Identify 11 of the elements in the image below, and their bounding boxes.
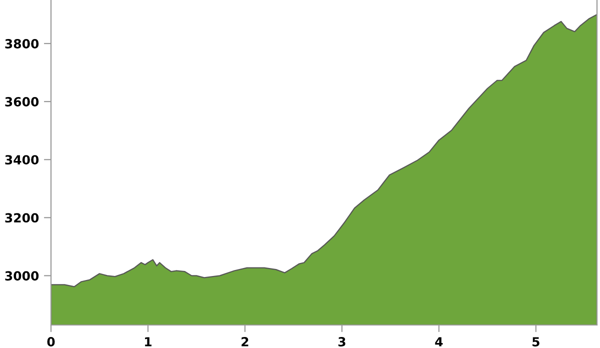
y-tick-label: 3000	[5, 271, 39, 281]
x-tick-label: 3	[338, 337, 346, 346]
x-tick-label: 5	[532, 337, 540, 346]
y-tick-label: 3600	[5, 97, 39, 106]
y-tick-label: 3200	[5, 213, 39, 223]
y-tick-label: 3800	[5, 39, 39, 48]
x-tick-label: 1	[145, 337, 152, 346]
x-tick-label: 2	[242, 337, 248, 346]
x-tick-label: 0	[47, 337, 55, 346]
y-tick-label: 3400	[5, 155, 39, 165]
x-tick-label: 4	[435, 337, 443, 346]
